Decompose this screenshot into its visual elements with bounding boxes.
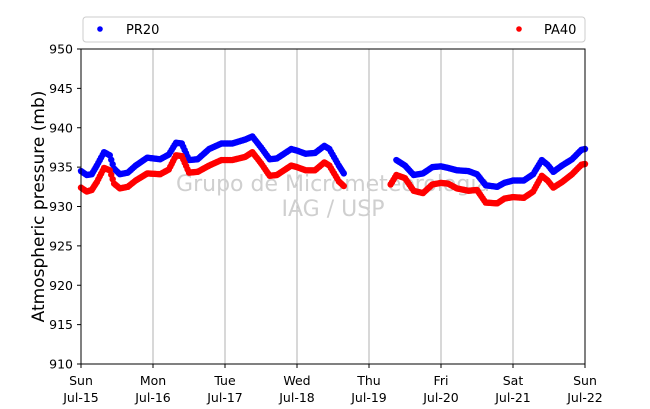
x-tick-label-day: Wed <box>283 373 310 388</box>
plot-area <box>81 49 585 364</box>
legend-label-pr20: PR20 <box>126 23 159 38</box>
x-tick-label-date: Jul-18 <box>278 390 315 405</box>
x-tick-label-day: Sat <box>503 373 524 388</box>
legend-marker-pr20 <box>97 26 103 32</box>
legend-frame <box>82 16 586 43</box>
grid <box>152 49 514 364</box>
series-layer <box>77 133 589 207</box>
x-tick-label-day: Mon <box>140 373 166 388</box>
y-tick-label: 945 <box>49 81 73 96</box>
legend-label-pa40: PA40 <box>544 23 576 38</box>
x-tick-label-day: Sun <box>573 373 597 388</box>
x-tick-label-date: Jul-15 <box>62 390 99 405</box>
y-tick-label: 935 <box>49 160 73 175</box>
series-pa40 <box>77 148 589 207</box>
x-tick-label-date: Jul-16 <box>134 390 171 405</box>
y-axis-title: Atmospheric pressure (mb) <box>29 91 49 323</box>
x-axis: Sun Jul-15 Mon Jul-16 Tue Jul-17 Wed Jul-18 Thu J… <box>62 364 603 405</box>
data-point <box>340 170 347 177</box>
x-tick-label-date: Jul-19 <box>350 390 387 405</box>
y-axis: 910 915 920 925 930 935 940 945 950 <box>49 42 81 372</box>
series-pr20 <box>77 133 589 191</box>
y-tick-label: 910 <box>49 357 73 372</box>
x-tick-label-day: Fri <box>434 373 449 388</box>
y-tick-label: 920 <box>49 278 73 293</box>
y-tick-label: 930 <box>49 199 73 214</box>
x-tick-label-date: Jul-22 <box>566 390 603 405</box>
legend-marker-pa40 <box>516 26 522 32</box>
x-tick-label-date: Jul-21 <box>494 390 531 405</box>
y-tick-label: 950 <box>49 42 73 57</box>
watermark-line-2: IAG / USP <box>282 197 385 222</box>
x-tick-label-day: Sun <box>69 373 93 388</box>
x-tick-label-date: Jul-17 <box>206 390 243 405</box>
legend: PR20 PA40 <box>82 16 586 43</box>
x-tick-label-day: Tue <box>213 373 236 388</box>
data-point <box>340 182 347 190</box>
y-tick-label: 940 <box>49 120 73 135</box>
x-tick-label-day: Thu <box>356 373 380 388</box>
x-tick-label-date: Jul-20 <box>422 390 459 405</box>
y-tick-label: 915 <box>49 317 73 332</box>
y-tick-label: 925 <box>49 238 73 253</box>
